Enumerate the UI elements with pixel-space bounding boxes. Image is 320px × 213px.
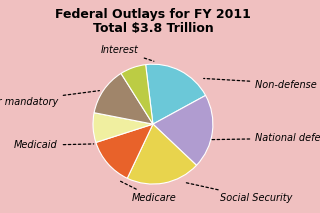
Wedge shape [96,124,153,178]
Text: Other mandatory: Other mandatory [0,91,100,106]
Wedge shape [121,65,153,124]
Text: National defense: National defense [212,133,320,143]
Text: Federal Outlays for FY 2011: Federal Outlays for FY 2011 [55,8,251,21]
Text: Medicare: Medicare [119,180,177,203]
Text: Total $3.8 Trillion: Total $3.8 Trillion [92,22,213,35]
Wedge shape [93,113,153,142]
Wedge shape [94,73,153,124]
Wedge shape [146,64,205,124]
Text: Interest: Interest [101,45,154,61]
Text: Social Security: Social Security [185,183,292,203]
Wedge shape [153,95,213,165]
Text: Non-defense discretionary: Non-defense discretionary [204,78,320,90]
Text: Medicaid: Medicaid [14,140,94,150]
Wedge shape [127,124,196,184]
